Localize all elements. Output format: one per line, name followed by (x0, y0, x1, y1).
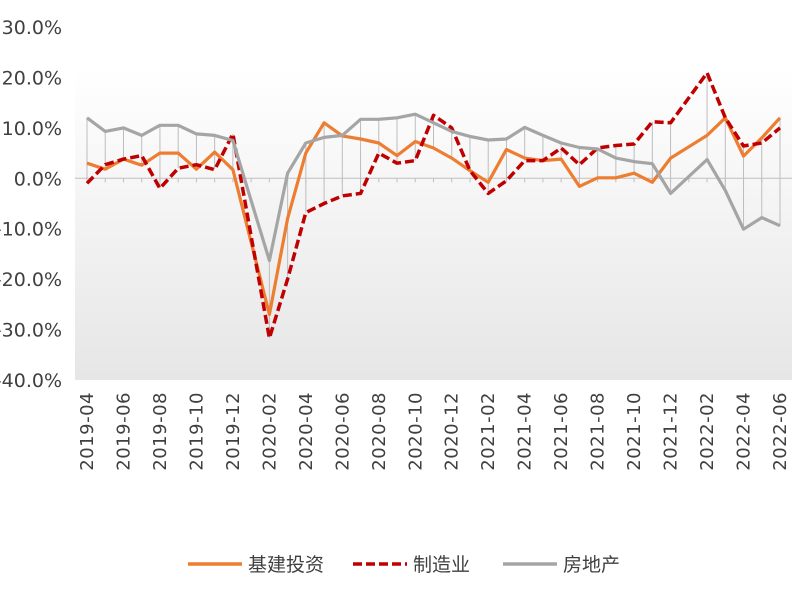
x-tick-label: 2021-06 (551, 392, 572, 471)
y-tick-label: -40.0% (0, 370, 62, 392)
x-tick-label: 2020-10 (405, 392, 426, 471)
x-tick-label: 2022-04 (734, 392, 755, 471)
x-tick-label: 2021-02 (478, 392, 499, 471)
legend-label-3: 房地产 (563, 554, 620, 576)
x-tick-label: 2022-02 (697, 392, 718, 471)
x-tick-label: 2019-08 (150, 392, 171, 471)
y-tick-label: -30.0% (0, 320, 62, 342)
x-tick-label: 2019-12 (223, 392, 244, 471)
x-tick-label: 2021-10 (624, 392, 645, 471)
legend-label-2: 制造业 (413, 554, 470, 576)
x-axis-tick-labels: 2019-04 2019-06 2019-08 2019-10 2019-12 2020-… (77, 392, 791, 471)
x-tick-label: 2020-02 (259, 392, 280, 471)
x-tick-label: 2020-08 (369, 392, 390, 471)
x-tick-label: 2019-04 (77, 392, 98, 471)
series-line-3 (86, 112, 781, 263)
x-tick-label: 2022-06 (770, 392, 791, 471)
series-line-1 (86, 116, 782, 316)
series-line-2 (85, 71, 782, 340)
x-tick-label: 2021-08 (588, 392, 609, 471)
series-lines (85, 71, 782, 340)
legend: 基建投资 制造业 房地产 (188, 554, 620, 576)
y-tick-label: 20.0% (2, 67, 62, 89)
x-tick-label: 2020-06 (332, 392, 353, 471)
y-tick-label: 10.0% (2, 118, 62, 140)
y-axis-tick-labels: 30.0% 20.0% 10.0% 0.0% -10.0% -20.0% -30.0% -40… (0, 17, 62, 392)
x-tick-label: 2019-10 (186, 392, 207, 471)
y-tick-label: 0.0% (14, 168, 62, 190)
legend-label-1: 基建投资 (248, 554, 324, 576)
x-tick-label: 2021-12 (661, 392, 682, 471)
x-tick-label: 2020-04 (296, 392, 317, 471)
y-tick-label: 30.0% (2, 17, 62, 39)
x-tick-label: 2021-04 (515, 392, 536, 471)
y-tick-label: -20.0% (0, 269, 62, 291)
y-tick-label: -10.0% (0, 219, 62, 241)
x-tick-label: 2019-06 (113, 392, 134, 471)
x-tick-label: 2020-12 (442, 392, 463, 471)
